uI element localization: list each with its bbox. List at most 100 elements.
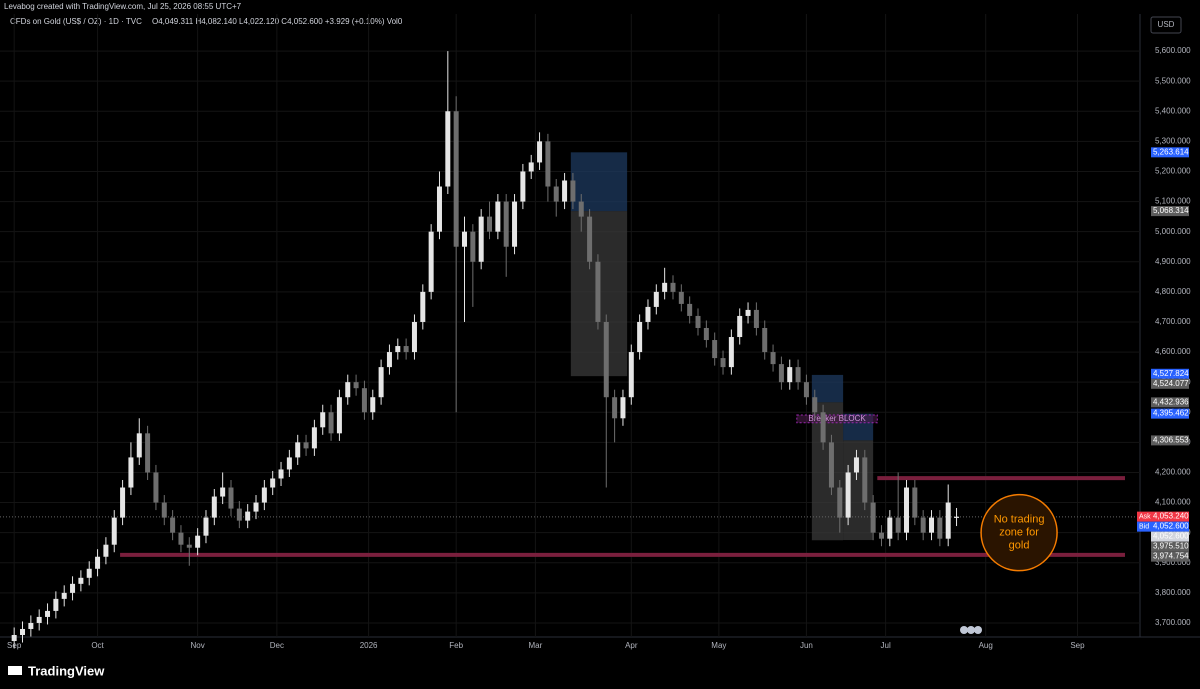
- candle-body: [678, 291, 684, 304]
- symbol-title: CFDs on Gold (US$ / OZ) · 1D · TVC: [10, 17, 142, 26]
- candle-body: [195, 535, 201, 548]
- candle-body: [453, 111, 459, 247]
- candle-body: [937, 517, 943, 539]
- candle-body: [11, 635, 17, 642]
- candle-body: [353, 382, 359, 389]
- candle-body: [503, 201, 509, 247]
- note-text: gold: [1009, 540, 1030, 552]
- price-label-box: [1151, 378, 1189, 389]
- y-tick-label: 4,100.000: [1155, 498, 1191, 507]
- logo-mark: [8, 666, 22, 675]
- candle-body: [286, 457, 292, 470]
- y-tick-label: 3,700.000: [1155, 618, 1191, 627]
- candle-body: [95, 556, 101, 569]
- candle-body: [570, 180, 576, 202]
- candle-body: [712, 340, 718, 359]
- currency[interactable]: USD: [1158, 20, 1175, 29]
- y-tick-label: 5,300.000: [1155, 136, 1191, 145]
- candle-body: [820, 412, 826, 443]
- price-label: 4,524.077: [1153, 379, 1189, 388]
- y-tick-label: 4,800.000: [1155, 287, 1191, 296]
- price-label-box: [1151, 408, 1189, 419]
- candle-body: [103, 544, 109, 557]
- price-label-box: [1151, 368, 1189, 379]
- candle-body: [428, 231, 434, 292]
- candle-body: [487, 216, 493, 232]
- y-tick-label: 4,200.000: [1155, 468, 1191, 477]
- y-tick-label: 4,900.000: [1155, 257, 1191, 266]
- candle-body: [553, 186, 559, 202]
- candle-body: [895, 517, 901, 533]
- candle-body: [211, 496, 217, 518]
- candle-body: [462, 231, 468, 247]
- price-label: 4,053.240: [1153, 512, 1189, 521]
- x-tick-label: Nov: [191, 641, 205, 650]
- candle-body: [728, 337, 734, 368]
- candle-body: [687, 303, 693, 316]
- price-tag: Ask: [1139, 513, 1151, 520]
- candle-body: [787, 367, 793, 383]
- price-tag-box: [1137, 511, 1151, 522]
- candle-body: [145, 433, 151, 473]
- x-tick-label: Jun: [800, 641, 813, 650]
- candle-body: [161, 502, 167, 518]
- y-tick-label: 5,000.000: [1155, 227, 1191, 236]
- candle-body: [61, 592, 67, 599]
- candle-body: [228, 487, 234, 509]
- candle-body: [745, 309, 751, 316]
- candle-body: [620, 397, 626, 419]
- price-label: 5,068.314: [1153, 206, 1189, 215]
- y-tick-label: 5,500.000: [1155, 76, 1191, 85]
- candle-body: [220, 487, 226, 497]
- price-label-box: [1151, 435, 1189, 446]
- target-zone: [570, 152, 628, 212]
- candle-body: [603, 321, 609, 398]
- price-label: 4,052.600: [1153, 522, 1189, 531]
- x-tick-label: Mar: [528, 641, 542, 650]
- candle-body: [45, 610, 51, 617]
- candle-body: [812, 397, 818, 413]
- candle-body: [245, 511, 251, 521]
- candle-body: [545, 141, 551, 187]
- candle-body: [303, 442, 309, 449]
- y-tick-label: 5,400.000: [1155, 106, 1191, 115]
- candle-body: [929, 517, 935, 533]
- candle-body: [136, 433, 142, 458]
- candle-body: [203, 517, 209, 536]
- price-label-box: [1151, 551, 1189, 562]
- price-label-box: [1151, 397, 1189, 408]
- candle-body: [403, 346, 409, 353]
- x-tick-label: Apr: [625, 641, 638, 650]
- event-icon[interactable]: [960, 626, 968, 634]
- candle-body: [420, 291, 426, 322]
- breaker-label: Breaker BLOCK: [808, 414, 866, 423]
- candle-body: [395, 346, 401, 353]
- event-icons: [960, 626, 982, 634]
- candle-body: [695, 315, 701, 328]
- x-tick-label: 2026: [360, 641, 378, 650]
- candle-body: [86, 568, 92, 578]
- y-tick-label: 5,200.000: [1155, 167, 1191, 176]
- logo-text: TradingView: [28, 663, 105, 678]
- price-label: 4,432.936: [1153, 397, 1189, 406]
- candle-body: [186, 544, 192, 548]
- price-label: 3,974.754: [1153, 552, 1189, 561]
- currency-box[interactable]: [1150, 16, 1182, 34]
- candle-body: [128, 457, 134, 488]
- candle-body: [887, 517, 893, 539]
- candle-body: [828, 442, 834, 488]
- candle-body: [637, 321, 643, 353]
- candle-body: [311, 427, 317, 449]
- candle-body: [495, 201, 501, 232]
- candle-body: [370, 397, 376, 413]
- candle-body: [762, 327, 768, 353]
- event-icon[interactable]: [967, 626, 975, 634]
- candle-body: [36, 616, 42, 623]
- x-tick-label: Sep: [1070, 641, 1085, 650]
- candle-body: [320, 412, 326, 428]
- candle-body: [803, 382, 809, 398]
- x-tick-label: May: [711, 641, 726, 650]
- candle-body: [903, 487, 909, 533]
- event-icon[interactable]: [974, 626, 982, 634]
- candle-body: [670, 282, 676, 292]
